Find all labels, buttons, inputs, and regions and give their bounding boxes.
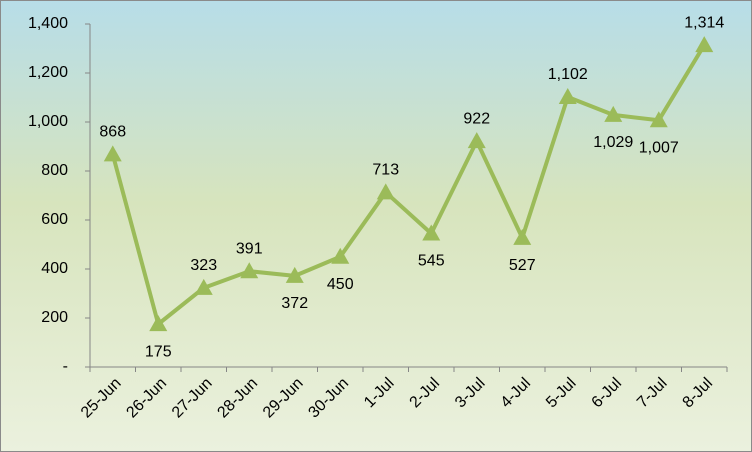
data-label: 1,007	[639, 140, 679, 157]
marker	[285, 266, 304, 283]
marker	[240, 262, 259, 279]
marker	[376, 183, 395, 200]
data-label: 391	[236, 240, 263, 257]
y-tick-label: 200	[41, 309, 68, 326]
marker	[467, 132, 486, 149]
y-tick-label: 600	[41, 211, 68, 228]
data-label: 372	[281, 295, 308, 312]
marker	[103, 145, 122, 162]
marker	[649, 111, 668, 128]
marker	[604, 105, 623, 122]
marker	[513, 228, 532, 245]
marker	[149, 315, 168, 332]
data-label: 545	[418, 253, 445, 270]
data-label: 1,314	[684, 14, 724, 31]
data-label: 450	[327, 276, 354, 293]
data-label: 175	[145, 343, 172, 360]
data-label: 1,102	[548, 66, 588, 83]
marker	[695, 36, 714, 53]
data-label: 868	[99, 124, 126, 141]
marker	[422, 224, 441, 241]
marker	[331, 247, 350, 264]
y-tick-label: 800	[41, 162, 68, 179]
y-tick-label: 1,000	[28, 113, 68, 130]
y-tick-label: 1,400	[28, 15, 68, 32]
y-tick-label: 1,200	[28, 64, 68, 81]
data-label: 527	[509, 257, 536, 274]
data-label: 1,029	[593, 134, 633, 151]
marker	[194, 278, 213, 295]
marker	[558, 88, 577, 105]
data-label: 922	[463, 110, 490, 127]
data-label: 323	[190, 257, 217, 274]
y-tick-label: -	[63, 358, 68, 375]
data-label: 713	[372, 162, 399, 179]
line	[110, 44, 706, 327]
y-tick-label: 400	[41, 260, 68, 277]
